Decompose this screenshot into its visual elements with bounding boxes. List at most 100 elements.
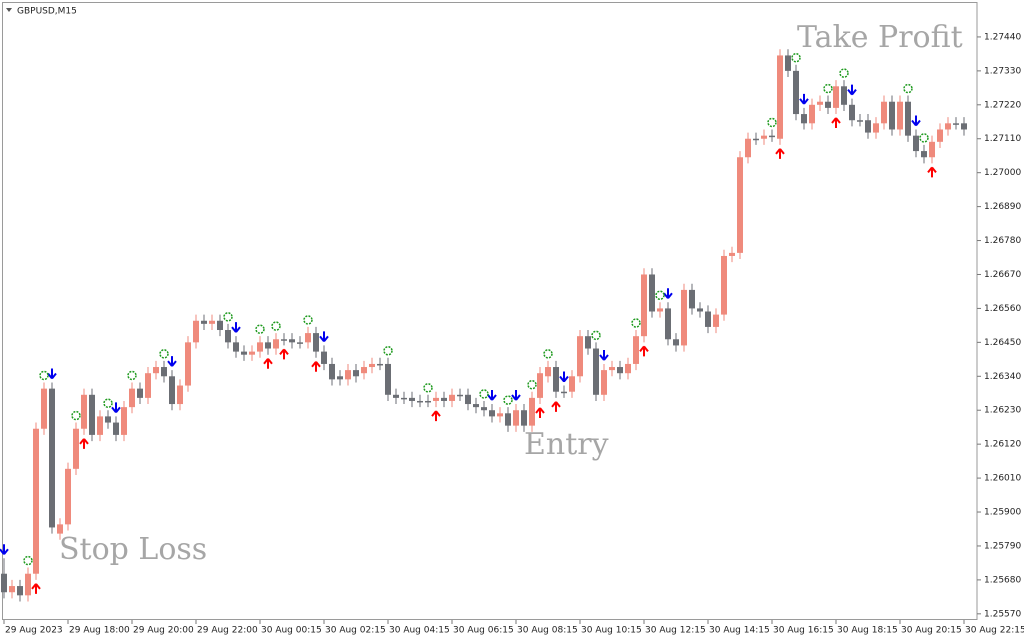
candle-body: [713, 314, 719, 327]
candle-body: [353, 370, 359, 377]
candle-body: [265, 342, 271, 349]
sell-arrow: [167, 356, 177, 367]
candle-body: [577, 336, 583, 377]
candle-body: [49, 388, 55, 528]
buy-arrow: [431, 410, 441, 422]
candle-body: [833, 86, 839, 108]
sell-arrow: [847, 84, 857, 96]
y-tick-label: 1.27110: [984, 134, 1021, 144]
buy-arrow: [551, 401, 561, 412]
signal-marker: [71, 410, 81, 421]
buy-arrow: [535, 407, 545, 419]
candle-body: [233, 342, 239, 352]
x-tick-label: 30 Aug 00:15: [261, 626, 322, 636]
x-tick-label: 29 Aug 2023: [5, 626, 63, 636]
candle-body: [329, 363, 335, 380]
candle-body: [361, 367, 367, 374]
x-tick-label: 29 Aug 18:00: [69, 626, 130, 636]
y-tick-label: 1.25680: [984, 575, 1021, 585]
signal-marker: [127, 370, 137, 381]
candle-body: [649, 274, 655, 312]
signal-marker: [791, 52, 801, 63]
sell-arrow: [231, 322, 241, 333]
candle-body: [201, 320, 207, 324]
x-tick-label: 30 Aug 22:15: [965, 626, 1024, 636]
candle-body: [865, 120, 871, 133]
candle-body: [553, 367, 559, 392]
y-tick-label: 1.26560: [984, 304, 1021, 314]
candle-body: [281, 339, 287, 341]
candle-body: [953, 123, 959, 125]
candle-body: [273, 339, 279, 349]
signal-marker: [255, 324, 265, 334]
signal-marker: [159, 349, 169, 359]
candle-body: [537, 373, 543, 398]
candle-body: [617, 367, 623, 374]
x-tick-label: 30 Aug 02:15: [325, 626, 386, 636]
candle-body: [321, 351, 327, 364]
candle-body: [897, 101, 903, 130]
candle-body: [689, 289, 695, 309]
sell-arrow: [487, 390, 497, 401]
signal-marker: [839, 68, 849, 78]
symbol-menu[interactable]: [6, 8, 12, 12]
candle-body: [385, 363, 391, 395]
candle-body: [209, 320, 215, 324]
candle-body: [409, 397, 415, 401]
y-tick-label: 1.25570: [984, 609, 1021, 619]
candle-body: [465, 394, 471, 405]
candle-body: [561, 391, 567, 394]
y-tick-label: 1.26670: [984, 270, 1021, 280]
candle-body: [289, 339, 295, 343]
candle-body: [761, 135, 767, 139]
x-tick-label: 30 Aug 10:15: [581, 626, 642, 636]
candle-body: [705, 311, 711, 327]
y-tick-label: 1.27330: [984, 66, 1021, 76]
signal-marker: [23, 555, 33, 566]
candle-body: [641, 274, 647, 337]
candle-body: [425, 400, 431, 403]
sell-arrow: [663, 288, 673, 299]
signal-marker: [479, 389, 489, 399]
candle-body: [849, 104, 855, 121]
candle-body: [785, 55, 791, 71]
candle-body: [961, 123, 967, 130]
buy-arrow: [263, 358, 273, 369]
candle-body: [809, 104, 815, 124]
candle-body: [89, 394, 95, 435]
candle-body: [729, 252, 735, 256]
buy-arrow: [31, 583, 41, 594]
candle-body: [521, 410, 527, 426]
entry-label: Entry: [524, 427, 609, 462]
candle-body: [81, 394, 87, 429]
candle-body: [625, 363, 631, 374]
signal-marker: [303, 315, 313, 325]
candle-body: [929, 141, 935, 158]
candle-body: [585, 336, 591, 349]
candle-body: [25, 573, 31, 596]
x-tick-label: 30 Aug 14:15: [709, 626, 770, 636]
candle-body: [337, 376, 343, 380]
candle-body: [121, 407, 127, 435]
signal-marker: [543, 349, 553, 359]
candle-body: [313, 333, 319, 352]
candle-body: [457, 394, 463, 397]
x-tick-label: 29 Aug 22:00: [197, 626, 258, 636]
signal-marker: [103, 398, 113, 408]
candle-body: [481, 407, 487, 411]
buy-arrow: [775, 148, 785, 159]
plot-frame: [2, 2, 978, 620]
candle-body: [65, 468, 71, 525]
x-tick-label: 30 Aug 16:15: [773, 626, 834, 636]
x-tick-label: 30 Aug 08:15: [517, 626, 578, 636]
candle-body: [97, 416, 103, 435]
candle-body: [449, 394, 455, 401]
candle-body: [697, 308, 703, 312]
candle-body: [137, 388, 143, 398]
candle-body: [673, 339, 679, 346]
candle-body: [777, 55, 783, 139]
sell-arrow: [599, 349, 609, 361]
x-tick-label: 30 Aug 12:15: [645, 626, 706, 636]
candle-body: [913, 135, 919, 152]
